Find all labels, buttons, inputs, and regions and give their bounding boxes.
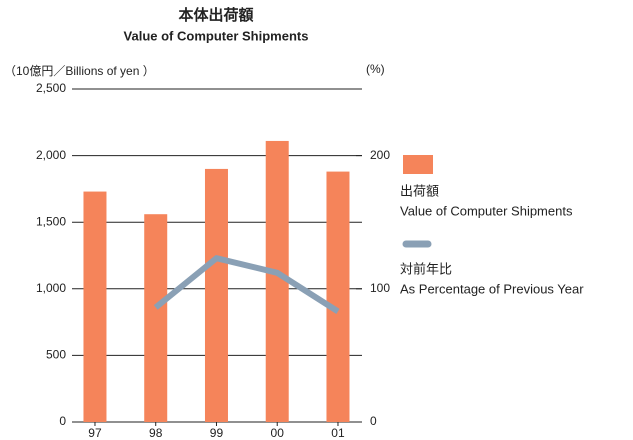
bar — [144, 214, 168, 422]
y2-tick-label: 0 — [370, 414, 377, 428]
bar — [326, 171, 350, 422]
legend-label: 対前年比 — [400, 261, 452, 276]
x-tick-label: 99 — [210, 426, 224, 440]
y-tick-label: 500 — [46, 348, 66, 362]
y-axis-label: （10億円／Billions of yen ） — [4, 64, 155, 78]
bar — [204, 168, 228, 422]
y-tick-label: 1,500 — [36, 214, 66, 228]
chart-title: 本体出荷額 — [178, 6, 253, 24]
legend-label: Value of Computer Shipments — [400, 203, 573, 218]
x-tick-label: 97 — [88, 426, 102, 440]
x-tick-label: 00 — [271, 426, 285, 440]
y2-axis-label: (%) — [366, 62, 385, 76]
line — [153, 255, 340, 314]
y-tick-label: 0 — [59, 414, 66, 428]
bar — [265, 140, 289, 422]
y-tick-label: 2,000 — [36, 148, 66, 162]
legend-label: 出荷額 — [400, 183, 439, 198]
chart-subtitle: Value of Computer Shipments — [124, 28, 309, 43]
bar — [83, 191, 107, 422]
y2-tick-label: 100 — [370, 281, 390, 295]
x-tick-label: 98 — [149, 426, 163, 440]
legend-label: As Percentage of Previous Year — [400, 281, 584, 296]
y2-tick-label: 200 — [370, 148, 390, 162]
y-tick-label: 1,000 — [36, 281, 66, 295]
legend-swatch — [403, 155, 433, 174]
x-tick-label: 01 — [331, 426, 345, 440]
y-tick-label: 2,500 — [36, 81, 66, 95]
